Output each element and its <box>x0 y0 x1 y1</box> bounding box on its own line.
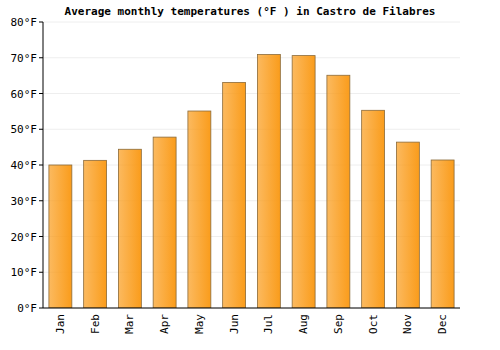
x-tick-label: Aug <box>297 314 310 334</box>
tick-mark <box>39 93 43 94</box>
tick-mark <box>39 236 43 237</box>
bar <box>223 82 246 308</box>
grid-line <box>43 93 460 94</box>
y-tick-label: 0°F <box>17 302 37 315</box>
chart-container: Average monthly temperatures (°F ) in Ca… <box>0 0 500 350</box>
y-tick-label: 20°F <box>11 231 38 244</box>
bar <box>257 55 280 308</box>
chart-svg: Average monthly temperatures (°F ) in Ca… <box>0 0 500 350</box>
x-tick-label: Jul <box>262 314 275 334</box>
grid-line <box>43 308 460 309</box>
x-tick-label: Feb <box>89 314 102 334</box>
x-tick-label: Apr <box>158 314 171 334</box>
bar <box>327 75 350 308</box>
x-tick-label: Dec <box>436 314 449 334</box>
bar <box>362 110 385 308</box>
x-tick-label: Jan <box>54 314 67 334</box>
y-tick-label: 70°F <box>11 52 38 65</box>
grid-line <box>43 57 460 58</box>
tick-mark <box>39 129 43 130</box>
bar <box>153 137 176 308</box>
tick-mark <box>39 57 43 58</box>
grid-line <box>43 22 460 23</box>
bars <box>49 55 454 308</box>
x-tick-label: Jun <box>228 314 241 334</box>
x-tick-label: Sep <box>332 314 345 334</box>
x-tick-label: May <box>193 314 206 334</box>
bar <box>292 56 315 308</box>
title: Average monthly temperatures (°F ) in Ca… <box>65 5 436 18</box>
bar <box>49 165 72 308</box>
x-axis <box>43 308 460 309</box>
bar <box>84 160 107 308</box>
x-tick-label: Oct <box>367 314 380 334</box>
tick-mark <box>39 165 43 166</box>
grid-line <box>43 129 460 130</box>
y-tick-label: 50°F <box>11 123 38 136</box>
y-tick-label: 40°F <box>11 159 38 172</box>
y-tick-label: 80°F <box>11 16 38 29</box>
bar <box>431 160 454 308</box>
tick-mark <box>39 272 43 273</box>
bar <box>396 142 419 308</box>
tick-mark <box>39 308 43 309</box>
y-tick-label: 60°F <box>11 88 38 101</box>
y-axis <box>43 22 44 308</box>
x-tick-label: Mar <box>123 314 136 334</box>
bar <box>188 111 211 308</box>
bar <box>118 149 141 308</box>
x-tick-label: Nov <box>401 314 414 334</box>
y-tick-label: 10°F <box>11 266 38 279</box>
tick-mark <box>39 22 43 23</box>
y-tick-label: 30°F <box>11 195 38 208</box>
tick-mark <box>39 200 43 201</box>
